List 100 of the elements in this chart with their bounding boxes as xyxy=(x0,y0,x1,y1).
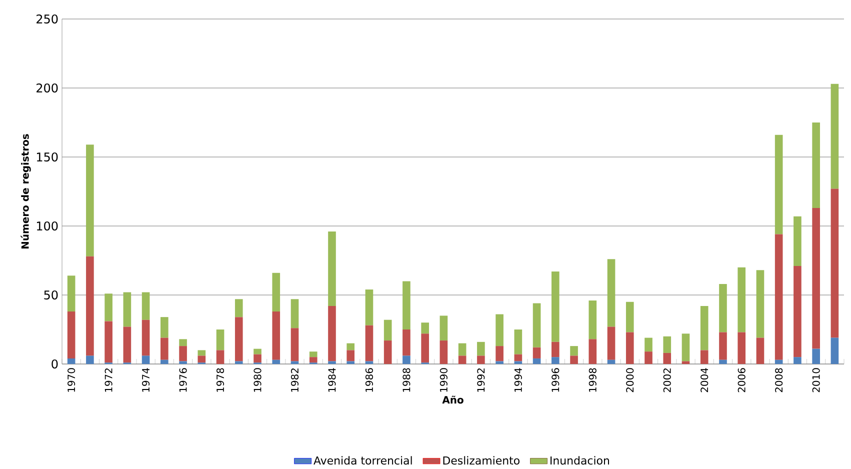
bar xyxy=(254,348,262,354)
bar xyxy=(830,188,839,338)
bar xyxy=(774,360,783,364)
x-tick-label: 1976 xyxy=(179,368,187,392)
bar xyxy=(552,357,560,364)
bar xyxy=(644,352,652,364)
bar xyxy=(86,144,94,256)
bar xyxy=(104,294,112,322)
x-tick-label: 1992 xyxy=(477,368,485,392)
legend-label: Deslizamiento xyxy=(443,456,520,465)
bar xyxy=(142,356,150,364)
x-tick-label: 1974 xyxy=(142,368,150,392)
bar xyxy=(234,299,243,318)
x-tick-label: 1994 xyxy=(514,368,522,392)
bar xyxy=(67,276,76,312)
x-tick-label: 1998 xyxy=(588,368,596,392)
bar xyxy=(682,361,690,364)
bar xyxy=(700,350,708,364)
x-tick-label: 1982 xyxy=(290,368,299,392)
x-tick-label: 1990 xyxy=(440,368,448,392)
bar xyxy=(607,259,616,327)
bar xyxy=(812,348,820,364)
y-tick-label: 50 xyxy=(44,290,58,300)
bar xyxy=(663,352,672,364)
x-tick-label: 2002 xyxy=(663,368,671,392)
bar xyxy=(644,338,652,352)
bar xyxy=(719,284,727,332)
y-tick-label: 0 xyxy=(52,359,58,369)
x-tick-label: 2008 xyxy=(775,368,783,392)
x-tick-label: 2004 xyxy=(700,368,708,392)
bar xyxy=(458,356,466,364)
legend-label: Avenida torrencial xyxy=(314,456,412,465)
bar xyxy=(738,267,746,332)
x-tick-label: 1986 xyxy=(365,368,373,392)
x-tick-label: 2000 xyxy=(626,368,634,392)
bar xyxy=(216,329,224,350)
bar xyxy=(179,361,187,364)
bar xyxy=(254,354,262,363)
bar xyxy=(719,332,727,360)
bar xyxy=(402,281,410,330)
bar xyxy=(421,322,429,334)
bar xyxy=(570,346,578,356)
bar xyxy=(607,326,616,360)
bar xyxy=(179,346,187,362)
bar xyxy=(514,361,522,364)
bar xyxy=(794,216,802,266)
bar xyxy=(384,320,392,341)
bar xyxy=(626,332,634,364)
bar xyxy=(774,234,783,360)
bar xyxy=(663,336,672,353)
bar xyxy=(234,361,243,364)
bar xyxy=(496,314,504,346)
bar xyxy=(719,360,727,364)
bar xyxy=(142,292,150,320)
bar xyxy=(552,272,560,342)
bar xyxy=(290,361,299,364)
bar xyxy=(626,302,634,332)
bar xyxy=(179,339,187,346)
bar xyxy=(440,340,448,364)
x-tick-label: 1988 xyxy=(402,368,410,392)
bar xyxy=(812,208,820,349)
x-tick-label: 1980 xyxy=(254,368,262,392)
bar xyxy=(532,358,541,364)
bar xyxy=(67,358,76,364)
bar xyxy=(552,342,560,358)
bar xyxy=(309,352,318,358)
bar xyxy=(290,299,299,328)
bar xyxy=(142,320,150,356)
bar xyxy=(67,312,76,358)
bar xyxy=(514,354,522,362)
bar xyxy=(514,329,522,354)
bar xyxy=(123,326,132,363)
bar xyxy=(346,343,355,350)
bar xyxy=(234,317,243,362)
bar xyxy=(421,334,429,363)
bar xyxy=(365,289,374,326)
x-tick-label: 1970 xyxy=(68,368,76,392)
bar xyxy=(532,303,541,348)
bar xyxy=(160,338,168,360)
bar xyxy=(682,334,690,362)
bar xyxy=(496,361,504,364)
y-tick-label: 250 xyxy=(36,14,58,24)
bar xyxy=(532,347,541,358)
bar xyxy=(756,338,764,364)
bar xyxy=(160,360,168,364)
bar xyxy=(328,232,336,306)
x-tick-label: 2006 xyxy=(738,368,746,392)
bar xyxy=(198,356,206,363)
bar xyxy=(794,357,802,364)
legend-label: Inundacion xyxy=(550,456,610,465)
bar xyxy=(216,350,224,364)
bar xyxy=(402,356,410,364)
x-tick-label: 1996 xyxy=(552,368,560,392)
bar xyxy=(477,342,485,356)
bar xyxy=(700,306,708,350)
bar xyxy=(774,134,783,234)
bar xyxy=(812,122,820,208)
bar xyxy=(272,272,280,312)
x-tick-label: 1972 xyxy=(104,368,112,392)
y-axis-title: Número de registros xyxy=(20,134,31,248)
